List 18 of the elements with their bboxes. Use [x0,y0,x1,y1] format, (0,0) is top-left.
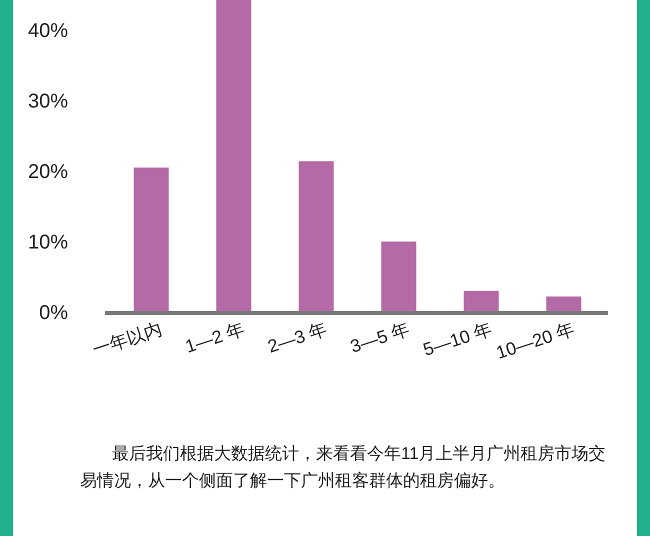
y-tick-label: 40% [28,20,68,42]
bar [216,0,252,312]
x-tick-label: 10—20 年 [494,318,577,363]
x-tick-label: 一年以内 [90,318,164,360]
y-tick-label: 0% [39,302,68,324]
x-tick-label: 5—10 年 [420,318,494,360]
x-tick-label: 3—5 年 [348,318,412,357]
bar [381,242,416,312]
x-tick-label: 2—3 年 [265,318,330,357]
text: 最后我们根据大数据统计，来看看今年11月上半月广州租房市场交易情况，从一个侧面了解一下广州租客群体的租房偏好。 [80,443,607,492]
bar [298,161,334,312]
bar [464,290,499,312]
bar [546,296,582,312]
y-tick-label: 10% [28,232,68,254]
y-tick-label: 30% [28,90,68,113]
bar [134,168,169,312]
y-tick-label: 20% [28,161,68,184]
x-tick-label: 1—2 年 [182,318,247,357]
